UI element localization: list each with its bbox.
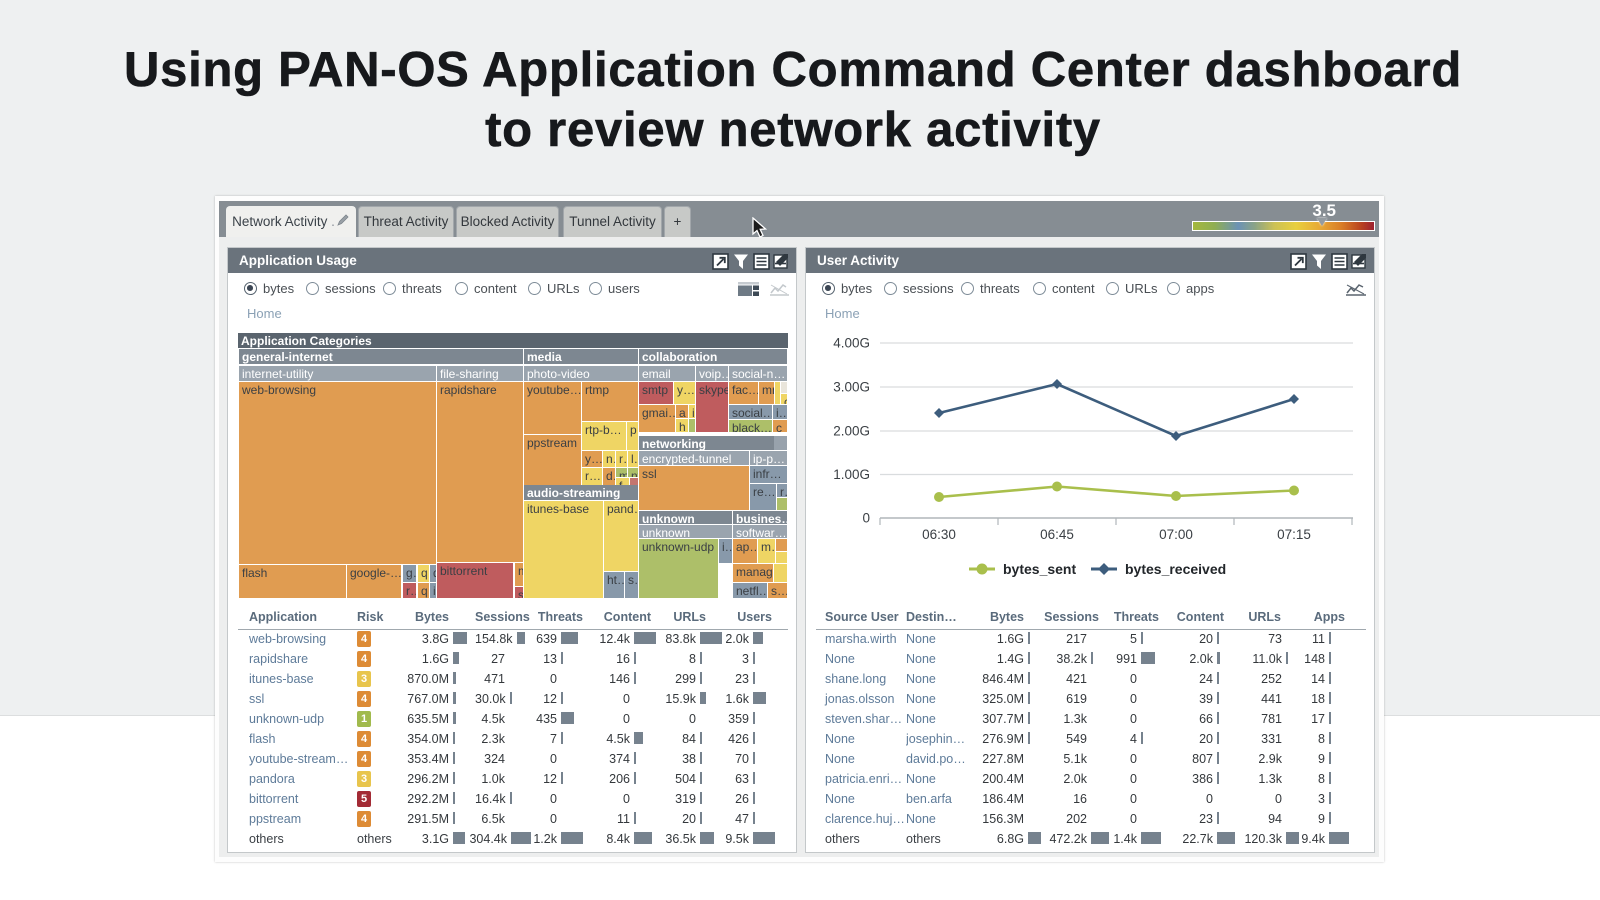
svg-text:1.00G: 1.00G: [833, 467, 870, 482]
svg-text:07:00: 07:00: [1159, 527, 1193, 542]
svg-text:4.00G: 4.00G: [833, 336, 870, 351]
svg-text:06:45: 06:45: [1040, 527, 1074, 542]
svg-text:3.00G: 3.00G: [833, 380, 870, 395]
svg-text:2.00G: 2.00G: [833, 424, 870, 439]
svg-text:bytes_received: bytes_received: [1125, 561, 1226, 577]
svg-text:0: 0: [862, 511, 870, 526]
svg-text:06:30: 06:30: [922, 527, 956, 542]
svg-text:07:15: 07:15: [1277, 527, 1311, 542]
svg-text:bytes_sent: bytes_sent: [1003, 561, 1076, 577]
